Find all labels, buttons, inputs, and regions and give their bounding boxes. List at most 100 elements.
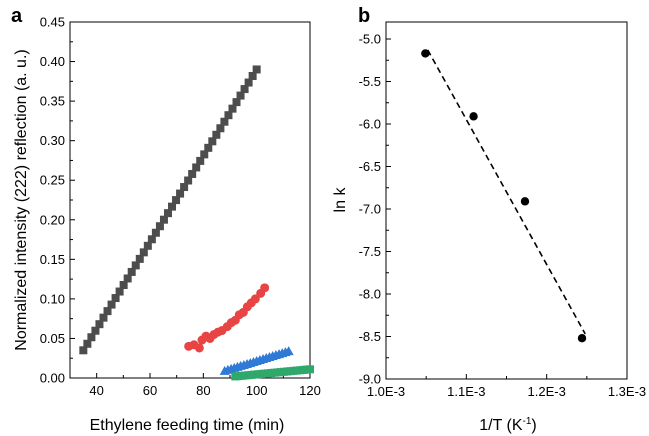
- panel-b-series: [421, 49, 587, 343]
- x-tick-label: 120: [299, 383, 321, 398]
- panel-a-label: a: [11, 5, 23, 27]
- panel-a-plot-frame: [69, 21, 311, 379]
- data-point: [228, 104, 237, 113]
- panel-a-y-axis: 0.00 0.05 0.10 0.15 0.20 0.25 0.30 0.35 0.40 0.45: [40, 15, 75, 386]
- data-point: [119, 280, 128, 289]
- data-point: [155, 222, 164, 231]
- panel-a-chart: a 0.000.050.100.150.200.250.300.350.400.…: [11, 5, 321, 434]
- y-tick-label: -6.0: [359, 117, 381, 132]
- data-point: [176, 189, 185, 198]
- panel-b-chart: b -5.0 -5.5 -6.0 -6.5 -7.0 -7.5 -8.0 -8.5 -9.0 1…: [332, 5, 646, 434]
- data-point: [184, 176, 193, 185]
- data-point: [192, 163, 201, 172]
- data-point: [91, 326, 100, 335]
- y-tick-label: -8.0: [359, 287, 381, 302]
- data-point: [180, 183, 189, 192]
- data-point: [172, 196, 181, 205]
- x-tick-label: 100: [246, 383, 268, 398]
- data-point: [220, 117, 229, 126]
- panel-b-x-axis-title: 1/T (K-1): [479, 416, 537, 434]
- series-3: [231, 365, 314, 381]
- x-tick-label: 1.1E-3: [447, 384, 485, 399]
- x-tick-label: 1.0E-3: [367, 384, 405, 399]
- data-point: [143, 241, 152, 250]
- data-point: [240, 85, 249, 94]
- data-point: [79, 346, 88, 355]
- x-tick-label: 60: [143, 383, 157, 398]
- data-point: [520, 197, 530, 206]
- data-point: [250, 294, 260, 304]
- y-tick-label: -8.5: [359, 329, 381, 344]
- y-tick-label: 0.05: [40, 331, 65, 346]
- y-tick-label: -9.0: [359, 372, 381, 387]
- data-point: [232, 98, 241, 107]
- data-point: [208, 137, 217, 146]
- series-1: [184, 283, 270, 353]
- x-tick-label: 80: [196, 383, 210, 398]
- data-point: [252, 65, 261, 74]
- panel-b-label: b: [358, 5, 370, 27]
- y-tick-label: 0.40: [40, 54, 65, 69]
- y-tick-label: 0.30: [40, 133, 65, 148]
- y-tick-label: -6.5: [359, 159, 381, 174]
- data-point: [139, 248, 148, 257]
- y-tick-label: 0.25: [40, 173, 65, 188]
- data-point: [194, 343, 204, 353]
- data-point: [168, 202, 177, 211]
- y-tick-label: 0.00: [40, 371, 65, 386]
- data-point: [236, 91, 245, 100]
- panel-a-series: [79, 65, 314, 381]
- data-point: [248, 71, 257, 80]
- data-point: [163, 209, 172, 218]
- x-tick-label: 1.2E-3: [528, 384, 566, 399]
- y-tick-label: -7.0: [359, 202, 381, 217]
- data-point: [115, 287, 124, 296]
- data-point: [95, 320, 104, 329]
- y-tick-label: 0.10: [40, 291, 65, 306]
- data-point: [577, 334, 587, 343]
- panel-b-x-axis: 1.0E-3 1.1E-3 1.2E-3 1.3E-3: [367, 374, 646, 399]
- data-point: [83, 339, 92, 348]
- data-point: [283, 346, 294, 356]
- panel-b-y-axis-title: ln k: [332, 187, 349, 213]
- data-point: [469, 112, 478, 121]
- data-point: [204, 143, 213, 152]
- data-point: [87, 333, 96, 342]
- y-tick-label: 0.35: [40, 94, 65, 109]
- data-point: [151, 228, 160, 237]
- series-2: [219, 346, 294, 375]
- panel-a-x-axis-title: Ethylene feeding time (min): [90, 417, 285, 434]
- data-point: [107, 300, 116, 309]
- data-point: [99, 313, 108, 322]
- y-tick-label: 0.45: [40, 15, 65, 30]
- y-tick-label: 0.15: [40, 252, 65, 267]
- data-point: [131, 261, 140, 270]
- panel-a-y-axis-title: Normalized intensity (222) reflection (a…: [13, 49, 30, 350]
- data-point: [244, 78, 253, 87]
- x-tick-label: 40: [89, 383, 103, 398]
- data-point: [147, 235, 156, 244]
- data-point: [159, 215, 168, 224]
- y-tick-label: -5.0: [359, 32, 381, 47]
- fit-line: [427, 49, 586, 335]
- x-tick-label: 1.3E-3: [608, 384, 646, 399]
- data-point: [212, 130, 221, 139]
- data-point: [196, 156, 205, 165]
- data-point: [135, 254, 144, 263]
- data-point: [103, 307, 112, 316]
- data-point: [188, 169, 197, 178]
- data-point: [224, 111, 233, 120]
- data-point: [123, 274, 132, 283]
- y-tick-label: 0.20: [40, 212, 65, 227]
- series-0: [79, 65, 261, 355]
- y-tick-label: -7.5: [359, 244, 381, 259]
- data-point: [306, 365, 314, 374]
- data-point: [200, 150, 209, 159]
- data-point: [216, 124, 225, 133]
- panel-b-y-axis: -5.0 -5.5 -6.0 -6.5 -7.0 -7.5 -8.0 -8.5 -9.0: [359, 32, 391, 387]
- panel-b-plot-frame: [385, 21, 628, 380]
- data-point: [421, 49, 430, 58]
- data-point: [260, 283, 270, 293]
- panel-a-x-axis: 40 60 80 100 120: [69, 373, 321, 398]
- data-point: [127, 267, 136, 276]
